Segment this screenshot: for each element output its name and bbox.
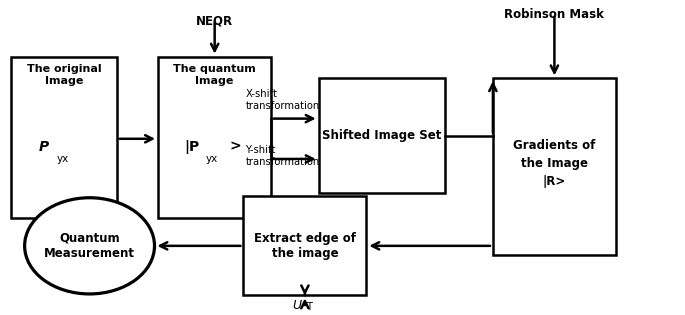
Text: NEQR: NEQR — [196, 15, 233, 28]
Text: Extract edge of
the image: Extract edge of the image — [254, 232, 356, 260]
Text: The quantum
Image: The quantum Image — [173, 64, 256, 86]
Text: Y-shift
transformation: Y-shift transformation — [245, 145, 320, 167]
Text: yx: yx — [57, 154, 69, 164]
Text: P: P — [38, 140, 49, 153]
Bar — [243, 196, 366, 295]
Text: X-shift
transformation: X-shift transformation — [245, 89, 320, 111]
Text: Gradients of
the Image
|R>: Gradients of the Image |R> — [513, 139, 595, 188]
Text: Quantum
Measurement: Quantum Measurement — [44, 232, 135, 260]
Text: U: U — [292, 299, 301, 312]
Bar — [319, 78, 445, 193]
Text: Robinson Mask: Robinson Mask — [504, 9, 604, 21]
Text: T: T — [306, 302, 312, 312]
Text: The original
Image: The original Image — [27, 64, 101, 86]
Text: |P: |P — [184, 140, 199, 153]
Ellipse shape — [25, 198, 155, 294]
Bar — [11, 57, 117, 218]
Text: yx: yx — [206, 154, 218, 164]
Bar — [158, 57, 271, 218]
Bar — [493, 78, 616, 255]
Text: >: > — [229, 140, 240, 153]
Text: Shifted Image Set: Shifted Image Set — [323, 129, 442, 142]
